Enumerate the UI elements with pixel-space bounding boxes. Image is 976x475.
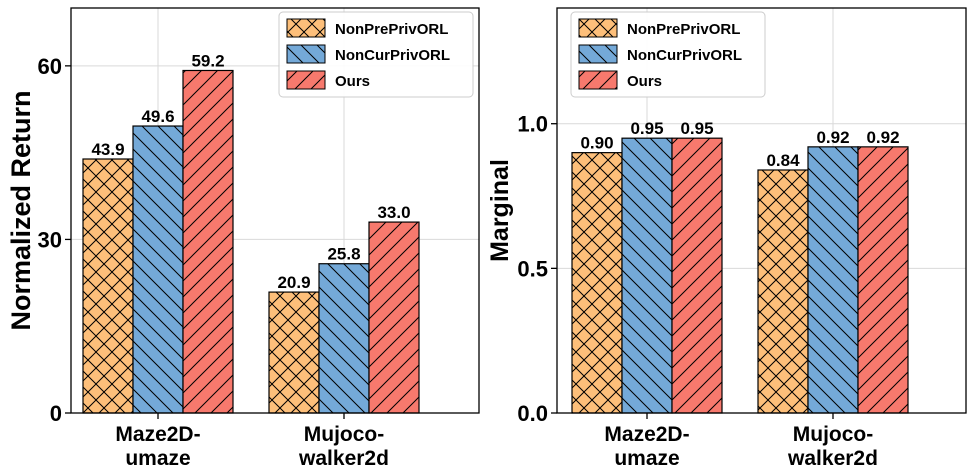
data-label: 33.0 bbox=[377, 203, 410, 222]
bar-hatch-ours bbox=[857, 146, 909, 414]
bar-hatch-ours bbox=[671, 137, 723, 414]
y-tick-label: 30 bbox=[38, 227, 62, 252]
legend-label: NonCurPrivORL bbox=[335, 47, 450, 64]
bar-hatch-noncurprivorl bbox=[621, 137, 673, 414]
bar-hatch-ours bbox=[182, 69, 234, 414]
legend-swatch-hatch bbox=[578, 18, 618, 38]
legend-label: Ours bbox=[627, 73, 662, 90]
normalized-return-chart: 43.9 20.9 49.6 25.8 59.2 33.0 0 30 60 Maze2D-umaz… bbox=[6, 7, 480, 470]
x-tick-label: Maze2D- bbox=[604, 423, 689, 446]
bar-hatch-noncurprivorl bbox=[807, 146, 859, 414]
data-label: 49.6 bbox=[141, 107, 174, 126]
x-tick-label: umaze bbox=[125, 447, 190, 470]
data-label: 59.2 bbox=[191, 51, 224, 70]
x-tick-label: umaze bbox=[614, 447, 679, 470]
legend-swatch-hatch bbox=[578, 44, 618, 64]
x-tick-label: Maze2D- bbox=[115, 423, 200, 446]
x-tick-label: Mujoco- bbox=[793, 423, 873, 446]
legend-label: NonPrePrivORL bbox=[335, 21, 448, 38]
y-tick-label: 0 bbox=[50, 401, 62, 426]
legend: NonPrePrivORL NonCurPrivORL Ours bbox=[570, 11, 766, 98]
legend-swatch-hatch bbox=[578, 70, 618, 90]
y-tick-label: 0.5 bbox=[517, 256, 548, 281]
bar-hatch-nonpreprivorl bbox=[571, 152, 623, 414]
legend-label: NonPrePrivORL bbox=[627, 21, 740, 38]
legend-label: Ours bbox=[335, 73, 370, 90]
data-label: 20.9 bbox=[277, 273, 310, 292]
legend-label: NonCurPrivORL bbox=[627, 47, 742, 64]
x-tick-label: walker2d bbox=[298, 447, 389, 470]
bar-hatch-ours bbox=[368, 221, 420, 414]
data-label: 0.95 bbox=[680, 119, 713, 138]
data-label: 0.92 bbox=[866, 128, 899, 147]
data-label: 0.84 bbox=[766, 151, 800, 170]
bar-hatch-nonpreprivorl bbox=[82, 158, 134, 414]
legend-swatch-hatch bbox=[286, 18, 326, 38]
x-tick-label: Mujoco- bbox=[304, 423, 384, 446]
axes-frame bbox=[556, 7, 967, 414]
data-label: 25.8 bbox=[327, 245, 360, 264]
data-label: 0.92 bbox=[816, 128, 849, 147]
data-label: 43.9 bbox=[91, 140, 124, 159]
data-label: 0.95 bbox=[630, 119, 663, 138]
bar-hatch-noncurprivorl bbox=[318, 263, 370, 414]
legend-box bbox=[570, 11, 766, 98]
legend: NonPrePrivORL NonCurPrivORL Ours bbox=[278, 11, 474, 98]
legend-swatch-hatch bbox=[286, 44, 326, 64]
y-axis-title: Normalized Return bbox=[6, 90, 36, 330]
y-tick-label: 60 bbox=[38, 54, 62, 79]
bar-hatch-nonpreprivorl bbox=[757, 169, 809, 414]
y-tick-label: 0.0 bbox=[517, 401, 548, 426]
y-tick-label: 1.0 bbox=[517, 112, 548, 137]
bar-hatch-nonpreprivorl bbox=[268, 291, 320, 414]
legend-box bbox=[278, 11, 474, 98]
x-tick-label: walker2d bbox=[787, 447, 878, 470]
y-axis-title: Marginal bbox=[486, 159, 514, 262]
data-label: 0.90 bbox=[580, 134, 613, 153]
axes-frame bbox=[70, 7, 480, 414]
legend-swatch-hatch bbox=[286, 70, 326, 90]
marginal-chart: 0.90 0.84 0.95 0.92 0.95 0.92 0.0 0.5 1.0 Maze2D-… bbox=[486, 7, 967, 470]
bar-hatch-noncurprivorl bbox=[132, 125, 184, 414]
